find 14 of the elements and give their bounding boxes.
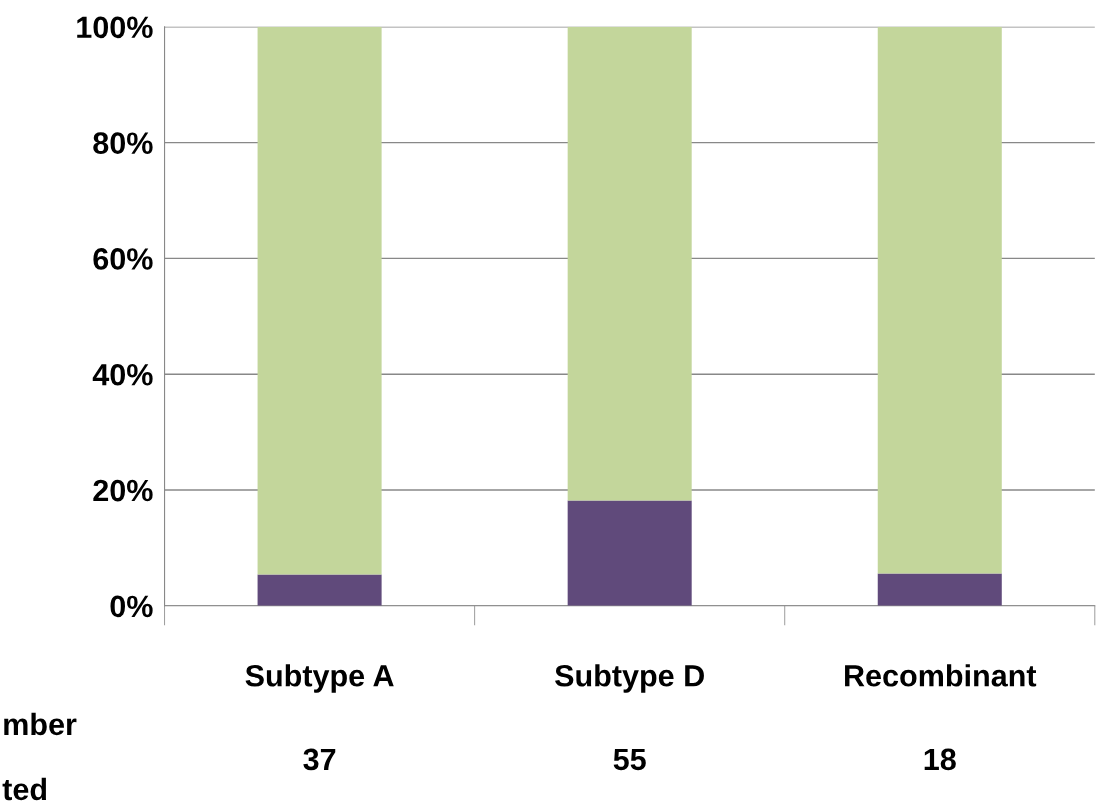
x-tick-label: Recombinant [845,664,1037,687]
text: 18 [924,748,956,771]
text: ted [2,777,47,801]
text: 55 [613,748,646,771]
text: mber [4,712,77,736]
x-tick-label: Subtype D [555,664,704,693]
y-tick-label: 100% [77,16,153,39]
y-tick-label: 60% [93,248,153,270]
y-tick-label: 80% [93,132,153,154]
y-tick-label: 0% [110,595,153,618]
x-tick-label: Subtype A [245,664,394,693]
y-tick-label: 40% [92,363,153,386]
y-tick-label: 20% [93,479,153,502]
text: 37 [303,748,336,771]
